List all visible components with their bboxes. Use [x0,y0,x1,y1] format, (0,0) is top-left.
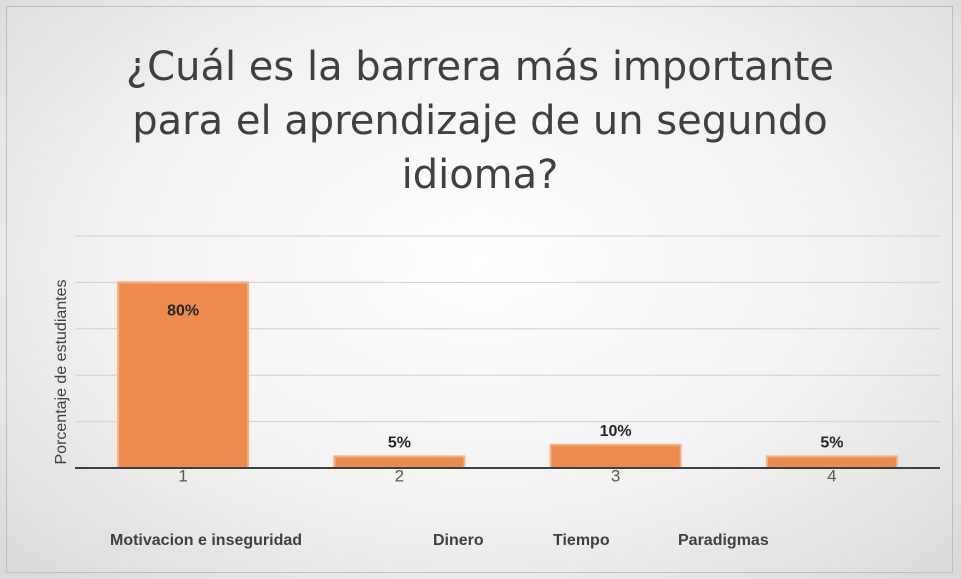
data-label: 5% [388,435,411,452]
bar [549,443,682,469]
x-tick-label: 2 [395,466,404,485]
y-axis-label: Porcentaje de estudiantes [53,279,70,464]
category-description: Paradigmas [678,532,769,549]
chart-title: ¿Cuál es la barrera más importante para … [125,44,835,198]
data-label: 10% [600,423,632,440]
data-label: 5% [820,435,843,452]
x-tick-label: 4 [827,466,836,485]
category-description: Motivacion e inseguridad [110,532,302,549]
chart-frame [6,6,953,573]
bar [117,281,250,469]
data-label: 80% [167,303,199,320]
x-tick-label: 1 [178,466,187,485]
x-tick-label: 3 [611,466,620,485]
category-description: Dinero [433,532,484,549]
category-description: Tiempo [553,532,610,549]
